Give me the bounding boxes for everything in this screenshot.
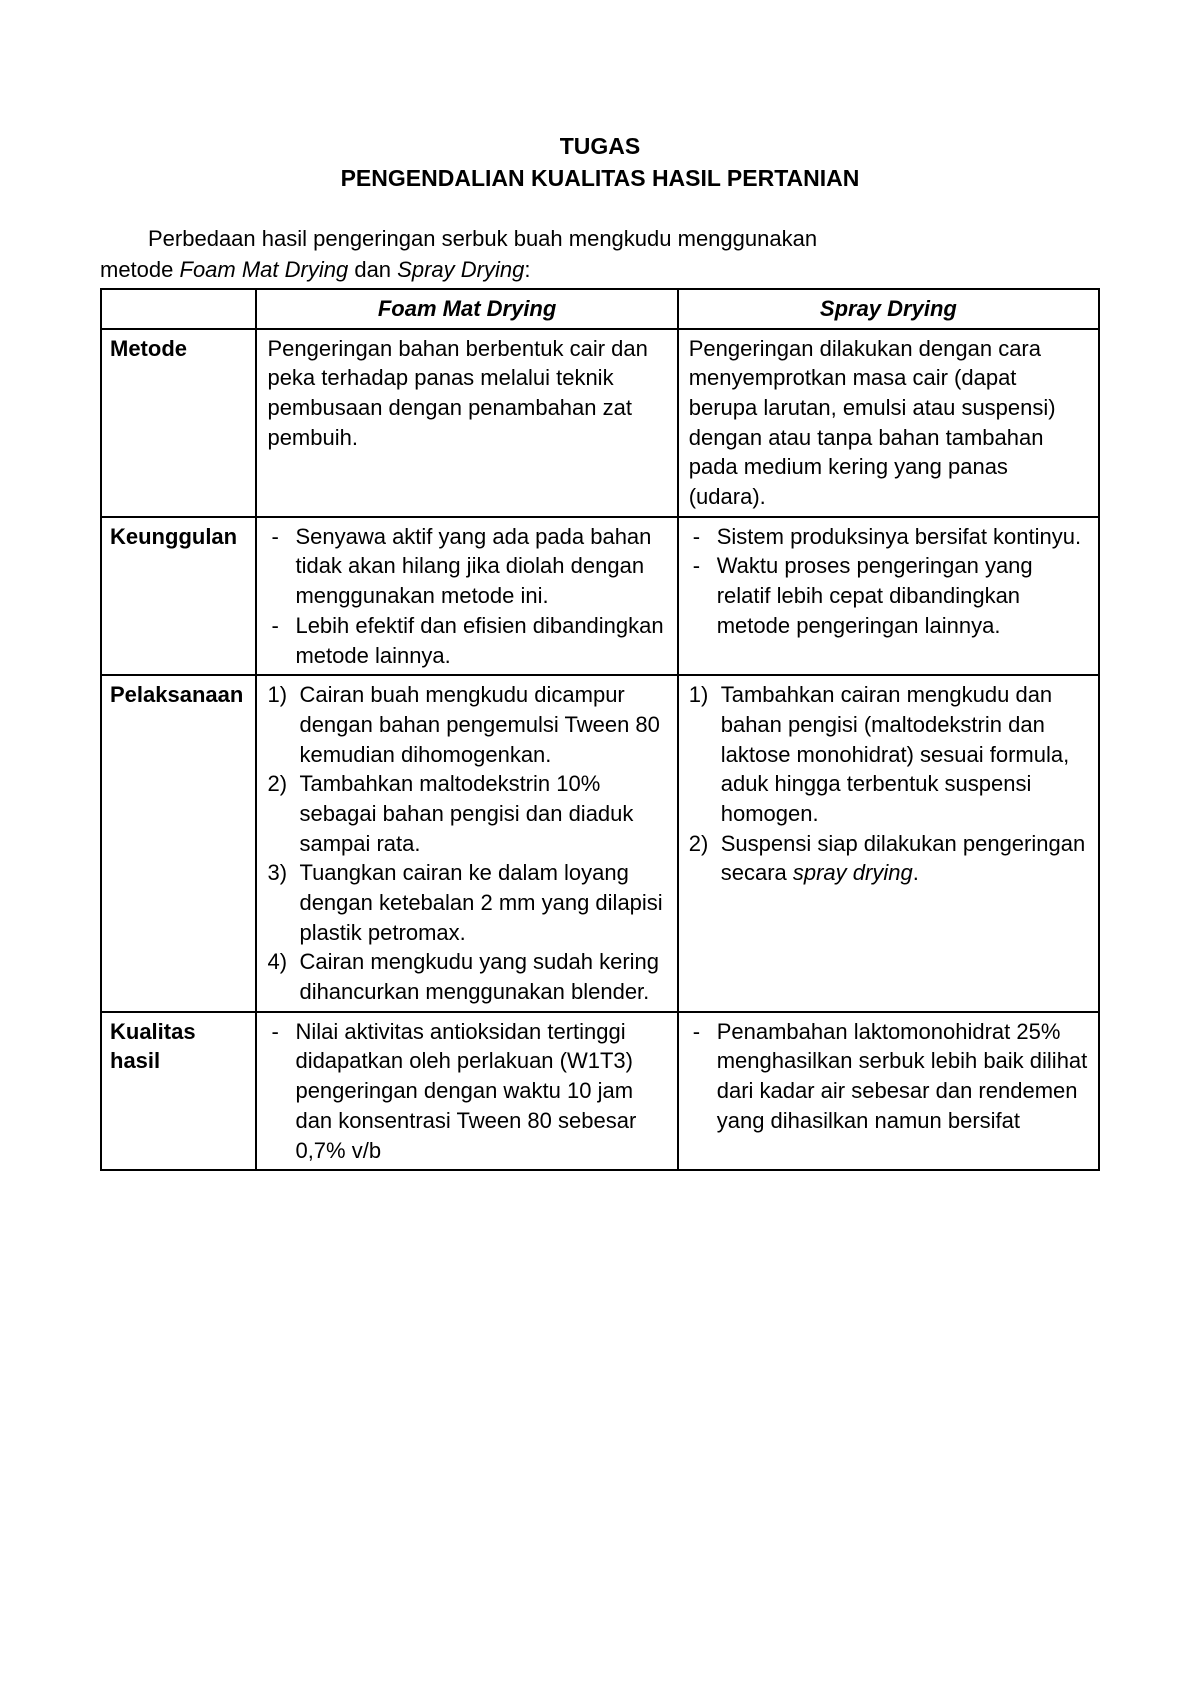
row-label-keunggulan: Keunggulan: [101, 517, 256, 675]
num-1: 1): [689, 680, 719, 710]
title-line-2: PENGENDALIAN KUALITAS HASIL PERTANIAN: [100, 162, 1100, 194]
list-item: 1)Cairan buah mengkudu dicampur dengan b…: [267, 680, 666, 769]
list-item: Sistem produksinya bersifat kontinyu.: [689, 522, 1088, 552]
list-item: Lebih efektif dan efisien dibandingkan m…: [267, 611, 666, 670]
row-label-metode: Metode: [101, 329, 256, 517]
item-text: Cairan mengkudu yang sudah kering dihanc…: [299, 949, 659, 1004]
intro-italic-1: Foam Mat Drying: [180, 257, 349, 282]
intro-text-a: metode: [100, 257, 180, 282]
keunggulan-foam-list: Senyawa aktif yang ada pada bahan tidak …: [267, 522, 666, 670]
list-item: 2)Tambahkan maltodekstrin 10% sebagai ba…: [267, 769, 666, 858]
num-4: 4): [267, 947, 297, 977]
comparison-table: Foam Mat Drying Spray Drying Metode Peng…: [100, 288, 1100, 1171]
header-foam: Foam Mat Drying: [256, 289, 677, 329]
row-pelaksanaan: Pelaksanaan 1)Cairan buah mengkudu dicam…: [101, 675, 1099, 1012]
table-header-row: Foam Mat Drying Spray Drying: [101, 289, 1099, 329]
item-text-b: .: [913, 860, 919, 885]
list-item: Penambahan laktomonohidrat 25% menghasil…: [689, 1017, 1088, 1136]
list-item: 2)Suspensi siap dilakukan pengeringan se…: [689, 829, 1088, 888]
list-item: Waktu proses pengeringan yang relatif le…: [689, 551, 1088, 640]
item-text: Tambahkan maltodekstrin 10% sebagai baha…: [299, 771, 633, 855]
cell-keunggulan-foam: Senyawa aktif yang ada pada bahan tidak …: [256, 517, 677, 675]
cell-metode-spray: Pengeringan dilakukan dengan cara menyem…: [678, 329, 1099, 517]
cell-pelaksanaan-spray: 1)Tambahkan cairan mengkudu dan bahan pe…: [678, 675, 1099, 1012]
list-item: 3)Tuangkan cairan ke dalam loyang dengan…: [267, 858, 666, 947]
page: TUGAS PENGENDALIAN KUALITAS HASIL PERTAN…: [0, 0, 1200, 1251]
kualitas-spray-list: Penambahan laktomonohidrat 25% menghasil…: [689, 1017, 1088, 1136]
num-2: 2): [267, 769, 297, 799]
title-line-1: TUGAS: [100, 130, 1100, 162]
cell-metode-foam: Pengeringan bahan berbentuk cair dan pek…: [256, 329, 677, 517]
item-text: Tambahkan cairan mengkudu dan bahan peng…: [721, 682, 1070, 826]
item-text: Cairan buah mengkudu dicampur dengan bah…: [299, 682, 659, 766]
cell-kualitas-spray: Penambahan laktomonohidrat 25% menghasil…: [678, 1012, 1099, 1170]
cell-pelaksanaan-foam: 1)Cairan buah mengkudu dicampur dengan b…: [256, 675, 677, 1012]
list-item: Senyawa aktif yang ada pada bahan tidak …: [267, 522, 666, 611]
row-label-pelaksanaan: Pelaksanaan: [101, 675, 256, 1012]
intro-line-2: metode Foam Mat Drying dan Spray Drying:: [100, 257, 530, 282]
keunggulan-spray-list: Sistem produksinya bersifat kontinyu. Wa…: [689, 522, 1088, 641]
row-kualitas: Kualitas hasil Nilai aktivitas antioksid…: [101, 1012, 1099, 1170]
header-empty: [101, 289, 256, 329]
metode-foam-text: Pengeringan bahan berbentuk cair dan pek…: [267, 334, 666, 453]
item-text-i: spray drying: [793, 860, 913, 885]
num-2: 2): [689, 829, 719, 859]
row-keunggulan: Keunggulan Senyawa aktif yang ada pada b…: [101, 517, 1099, 675]
cell-keunggulan-spray: Sistem produksinya bersifat kontinyu. Wa…: [678, 517, 1099, 675]
intro-paragraph: Perbedaan hasil pengeringan serbuk buah …: [100, 224, 1100, 286]
intro-text-c: dan: [348, 257, 397, 282]
list-item: Nilai aktivitas antioksidan tertinggi di…: [267, 1017, 666, 1165]
cell-kualitas-foam: Nilai aktivitas antioksidan tertinggi di…: [256, 1012, 677, 1170]
header-spray: Spray Drying: [678, 289, 1099, 329]
list-item: 4)Cairan mengkudu yang sudah kering diha…: [267, 947, 666, 1006]
item-text: Tuangkan cairan ke dalam loyang dengan k…: [299, 860, 662, 944]
list-item: 1)Tambahkan cairan mengkudu dan bahan pe…: [689, 680, 1088, 828]
intro-text-e: :: [524, 257, 530, 282]
row-metode: Metode Pengeringan bahan berbentuk cair …: [101, 329, 1099, 517]
row-label-kualitas: Kualitas hasil: [101, 1012, 256, 1170]
intro-italic-2: Spray Drying: [397, 257, 524, 282]
kualitas-foam-list: Nilai aktivitas antioksidan tertinggi di…: [267, 1017, 666, 1165]
pelaksanaan-foam-list: 1)Cairan buah mengkudu dicampur dengan b…: [267, 680, 666, 1007]
intro-line-1: Perbedaan hasil pengeringan serbuk buah …: [100, 224, 1100, 255]
num-1: 1): [267, 680, 297, 710]
pelaksanaan-spray-list: 1)Tambahkan cairan mengkudu dan bahan pe…: [689, 680, 1088, 888]
metode-spray-text: Pengeringan dilakukan dengan cara menyem…: [689, 334, 1088, 512]
num-3: 3): [267, 858, 297, 888]
title-block: TUGAS PENGENDALIAN KUALITAS HASIL PERTAN…: [100, 130, 1100, 194]
